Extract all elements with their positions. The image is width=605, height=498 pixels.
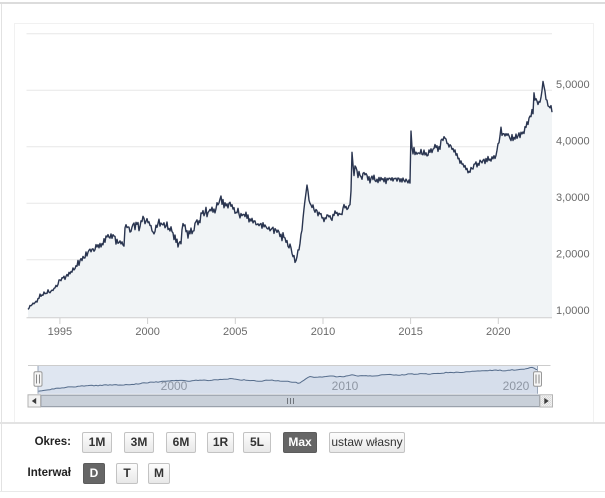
svg-text:1995: 1995 <box>48 326 72 338</box>
svg-text:2000: 2000 <box>161 379 188 393</box>
svg-text:2005: 2005 <box>223 326 247 338</box>
svg-text:1,0000: 1,0000 <box>556 305 590 317</box>
svg-text:2015: 2015 <box>398 326 422 338</box>
svg-text:2020: 2020 <box>503 379 530 393</box>
svg-text:5,0000: 5,0000 <box>556 79 590 91</box>
svg-text:3,0000: 3,0000 <box>556 192 590 204</box>
svg-text:2020: 2020 <box>486 326 510 338</box>
svg-text:2,0000: 2,0000 <box>556 249 590 261</box>
svg-text:2010: 2010 <box>311 326 335 338</box>
svg-text:2010: 2010 <box>332 379 359 393</box>
svg-text:2000: 2000 <box>135 326 159 338</box>
svg-text:4,0000: 4,0000 <box>556 136 590 148</box>
